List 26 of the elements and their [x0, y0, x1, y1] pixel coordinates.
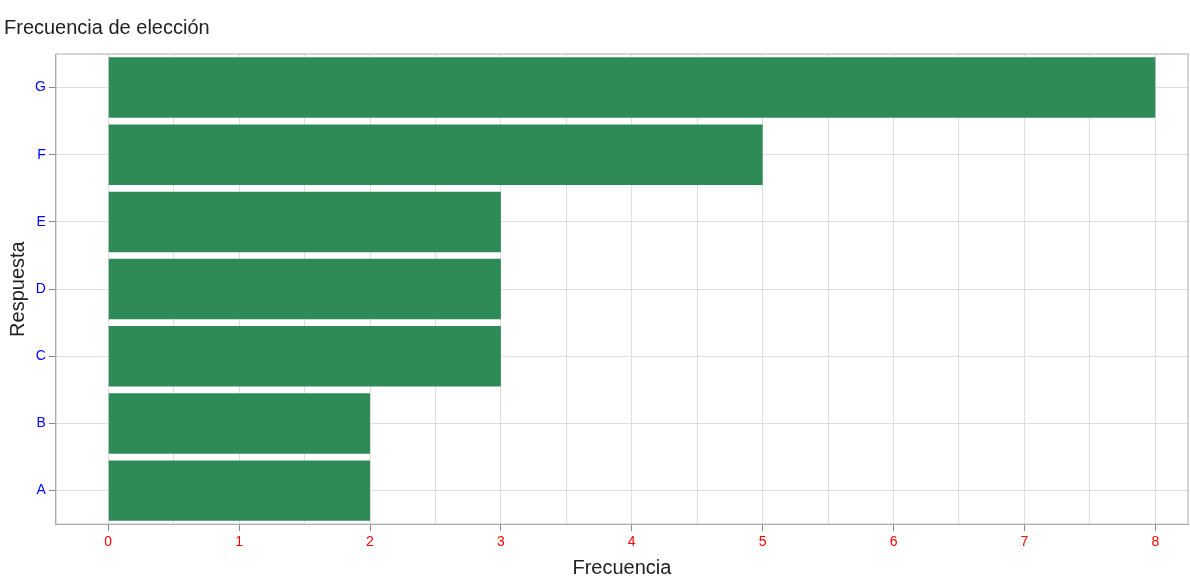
x-tick-label: 4 [627, 533, 636, 550]
x-tick-label: 7 [1020, 533, 1029, 550]
bar [108, 258, 501, 320]
y-tick-label: G [35, 78, 46, 95]
x-tick-label: 3 [496, 533, 505, 550]
y-tick-label: F [37, 145, 46, 162]
x-tick-label: 0 [104, 533, 113, 550]
y-tick-label: A [36, 481, 47, 498]
x-tick-label: 5 [758, 533, 767, 550]
y-axis-title: Respuesta [5, 240, 28, 337]
bar [108, 460, 370, 521]
bar [108, 191, 501, 253]
bar [108, 124, 763, 185]
y-tick-label: E [36, 212, 46, 229]
x-axis-title: Frecuencia [572, 555, 673, 578]
bar [108, 393, 370, 454]
y-tick-label: D [35, 279, 46, 296]
y-tick-label: B [36, 414, 46, 431]
chart-title: Frecuencia de elección [4, 15, 210, 38]
x-tick-label: 6 [889, 533, 898, 550]
y-tick-label: C [35, 347, 46, 364]
bar [108, 326, 501, 387]
x-tick-label: 8 [1151, 533, 1160, 550]
bar [108, 57, 1156, 118]
x-tick-label: 1 [235, 533, 244, 550]
x-tick-label: 2 [366, 533, 375, 550]
